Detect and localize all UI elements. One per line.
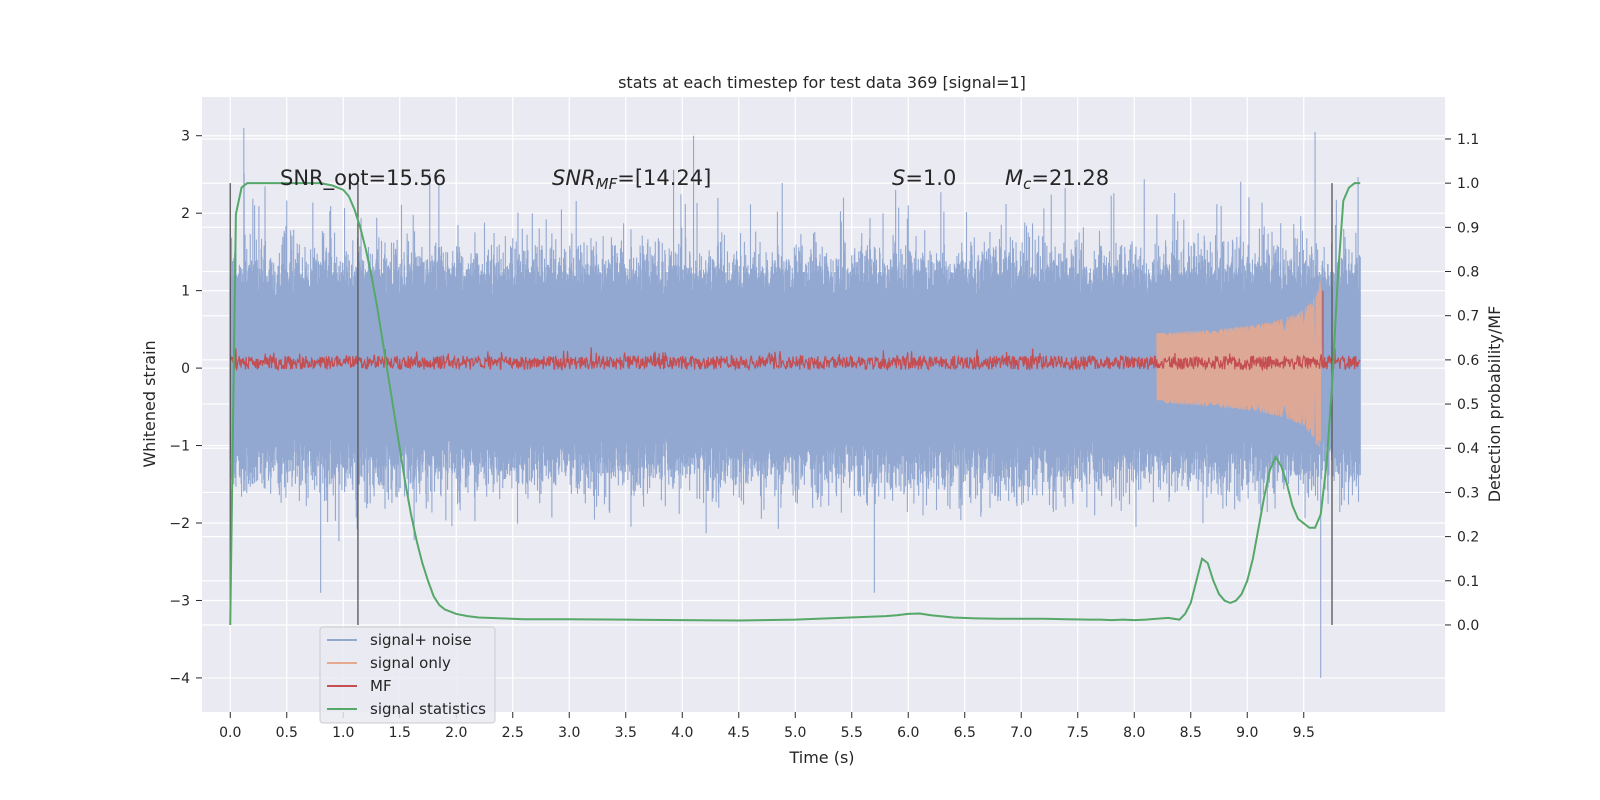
annotation-snr-mf: SNRMF=[14.24] [552,166,711,193]
annotation-snr-mf-value: =[14.24] [617,166,711,190]
legend: signal+ noise signal only MF signal stat… [319,626,496,724]
annotation-mc-value: =21.28 [1031,166,1109,190]
x-tick-label: 3.0 [558,725,580,741]
x-tick-label: 4.0 [671,725,693,741]
y-tick-label: −2 [169,516,190,532]
legend-label-mf: MF [370,677,392,695]
chart-title: stats at each timestep for test data 369… [618,73,1026,92]
legend-label-signal-noise: signal+ noise [370,631,472,649]
x-tick-label: 9.5 [1293,725,1315,741]
annotation-snr-mf-sub: MF [596,175,618,193]
annotation-s-value: =1.0 [905,166,956,190]
x-tick-label: 8.0 [1123,725,1145,741]
y2-axis-label: Detection probability/MF [1485,306,1504,503]
legend-label-signal-statistics: signal statistics [370,700,486,718]
x-tick-label: 2.5 [502,725,524,741]
y2-tick-label: 0.7 [1457,309,1479,325]
x-tick-label: 3.5 [615,725,637,741]
x-tick-label: 0.0 [219,725,241,741]
legend-label-signal-only: signal only [370,654,451,672]
y2-tick-label: 0.5 [1457,397,1479,413]
y2-tick-label: 1.0 [1457,176,1479,192]
y2-tick-label: 0.2 [1457,530,1479,546]
y2-tick-label: 0.1 [1457,574,1479,590]
x-tick-label: 5.0 [784,725,806,741]
annotations: SNR_opt=15.56 SNRMF=[14.24] S=1.0 Mc=21.… [280,166,1109,193]
x-tick-label: 7.0 [1010,725,1032,741]
x-tick-label: 1.5 [389,725,411,741]
plot-area [229,127,1361,678]
x-tick-label: 2.0 [445,725,467,741]
x-tick-label: 0.5 [276,725,298,741]
x-tick-label: 4.5 [728,725,750,741]
x-tick-label: 1.0 [332,725,354,741]
series-signal-statistics [229,182,1361,625]
annotation-mc-sub: c [1023,175,1032,193]
y2-ticks: 1.1 1.0 0.9 0.8 0.7 0.6 0.5 0.4 0.3 0.2 0.1 0.0 [1445,132,1479,634]
y-tick-label: 0 [181,361,190,377]
annotation-s-name: S [892,166,905,190]
x-ticks: 0.0 0.5 1.0 1.5 2.0 2.5 3.0 3.5 4.0 4.5 5.0 5.5 6.0 6… [219,712,1315,741]
series-signal-only [1156,281,1330,447]
y2-tick-label: 0.6 [1457,353,1479,369]
annotation-mc: Mc=21.28 [1005,166,1109,193]
annotation-snr-mf-name: SNR [552,166,596,190]
y-tick-label: 2 [181,206,190,222]
y-tick-label: 3 [181,129,190,145]
x-tick-label: 6.0 [897,725,919,741]
annotation-s: S=1.0 [892,166,956,190]
y-tick-label: 1 [181,284,190,300]
x-axis-label: Time (s) [788,748,854,767]
y-tick-label: −1 [169,439,190,455]
y2-tick-label: 0.8 [1457,265,1479,281]
series-mf [229,290,1361,372]
x-tick-label: 5.5 [841,725,863,741]
annotation-mc-name: M [1005,166,1023,190]
y-tick-label: −3 [169,593,190,609]
legend-box [319,626,496,724]
x-tick-label: 6.5 [954,725,976,741]
y2-tick-label: 0.9 [1457,220,1479,236]
y2-tick-label: 0.4 [1457,441,1479,457]
vertical-markers [229,183,1333,625]
x-tick-label: 7.5 [1067,725,1089,741]
y2-tick-label: 1.1 [1457,132,1479,148]
y2-tick-label: 0.3 [1457,485,1479,501]
y2-tick-label: 0.0 [1457,618,1479,634]
y-tick-label: −4 [169,671,190,687]
annotation-snr-opt: SNR_opt=15.56 [280,166,446,191]
y-ticks: 3 2 1 0 −1 −2 −3 −4 [169,129,202,687]
x-tick-label: 9.0 [1236,725,1258,741]
y-axis-label: Whitened strain [140,340,159,467]
x-tick-label: 8.5 [1180,725,1202,741]
